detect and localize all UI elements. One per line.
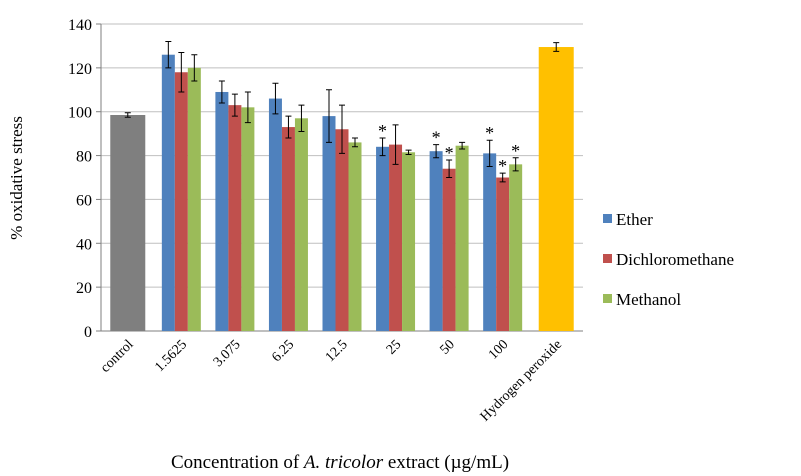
error-bar <box>486 139 493 168</box>
error-bar <box>191 54 198 82</box>
legend-label: Methanol <box>616 290 681 309</box>
y-tick-label: 120 <box>68 61 92 78</box>
x-tick-label: 6.25 <box>269 337 297 365</box>
bar <box>228 105 242 331</box>
x-label-part: extract (µg/mL) <box>383 452 509 473</box>
x-tick-label: 100 <box>486 337 511 362</box>
error-bar <box>405 149 412 155</box>
x-tick-label: 25 <box>384 337 405 358</box>
error-bar <box>298 104 305 132</box>
bar <box>268 98 282 331</box>
error-bar <box>446 159 453 178</box>
bar <box>389 144 403 331</box>
bar <box>110 115 146 331</box>
y-tick-label: 80 <box>76 149 92 166</box>
legend-swatch <box>603 294 612 303</box>
bar <box>442 168 456 331</box>
x-tick-label: 12.5 <box>323 337 351 365</box>
bar <box>402 152 416 331</box>
significance-mark: * <box>511 141 520 161</box>
bar <box>161 54 175 331</box>
y-tick-label: 60 <box>76 192 92 209</box>
y-tick-label: 140 <box>68 17 92 34</box>
error-bar <box>326 89 332 143</box>
bar <box>294 118 308 332</box>
bar <box>376 146 390 331</box>
bar <box>322 116 336 331</box>
significance-mark: * <box>498 156 507 176</box>
error-bar <box>352 137 358 148</box>
error-bar <box>512 157 519 172</box>
x-tick-label: 1.5625 <box>152 337 190 375</box>
y-axis-label: % oxidative stress <box>7 116 26 240</box>
legend-label: Dichloromethane <box>616 250 734 269</box>
y-tick-label: 20 <box>76 280 92 297</box>
bar <box>241 107 255 331</box>
error-bar <box>379 137 386 157</box>
x-tick-label: control <box>98 337 137 376</box>
x-tick-label: 50 <box>437 337 458 358</box>
error-bar <box>285 115 292 139</box>
bar <box>174 72 188 331</box>
y-tick-label: 0 <box>84 324 92 341</box>
error-bar <box>165 41 172 69</box>
bar <box>281 127 295 331</box>
y-tick-label: 100 <box>68 105 92 122</box>
x-axis-label: Concentration of A. tricolor extract (µg… <box>171 452 509 473</box>
error-bar <box>499 172 506 183</box>
bar <box>538 47 574 332</box>
bar <box>455 145 469 331</box>
significance-mark: * <box>485 123 494 143</box>
significance-mark: * <box>432 128 441 148</box>
bar <box>335 129 349 331</box>
error-bar <box>178 52 185 93</box>
bar <box>496 177 510 331</box>
legend-swatch <box>603 254 612 263</box>
error-bar <box>244 91 251 124</box>
bar <box>429 151 443 331</box>
bar <box>187 67 201 331</box>
x-label-part: A. tricolor <box>302 452 384 473</box>
error-bar <box>392 124 399 165</box>
error-bar <box>433 144 440 159</box>
significance-mark: * <box>378 121 387 141</box>
error-bar <box>231 93 238 117</box>
error-bar <box>339 104 345 154</box>
bar <box>483 153 497 331</box>
bar <box>348 142 362 331</box>
error-bar <box>272 82 279 115</box>
error-bar <box>553 42 560 52</box>
bar <box>215 91 229 331</box>
error-bar <box>218 80 225 104</box>
significance-mark: * <box>445 143 454 163</box>
bar <box>509 164 523 331</box>
x-label-part: Concentration of <box>171 452 304 473</box>
error-bar <box>459 141 466 150</box>
x-tick-label: 3.075 <box>211 337 244 370</box>
y-tick-label: 40 <box>76 236 92 253</box>
legend-label: Ether <box>616 210 653 229</box>
error-bar <box>124 112 131 118</box>
legend-swatch <box>603 214 612 223</box>
